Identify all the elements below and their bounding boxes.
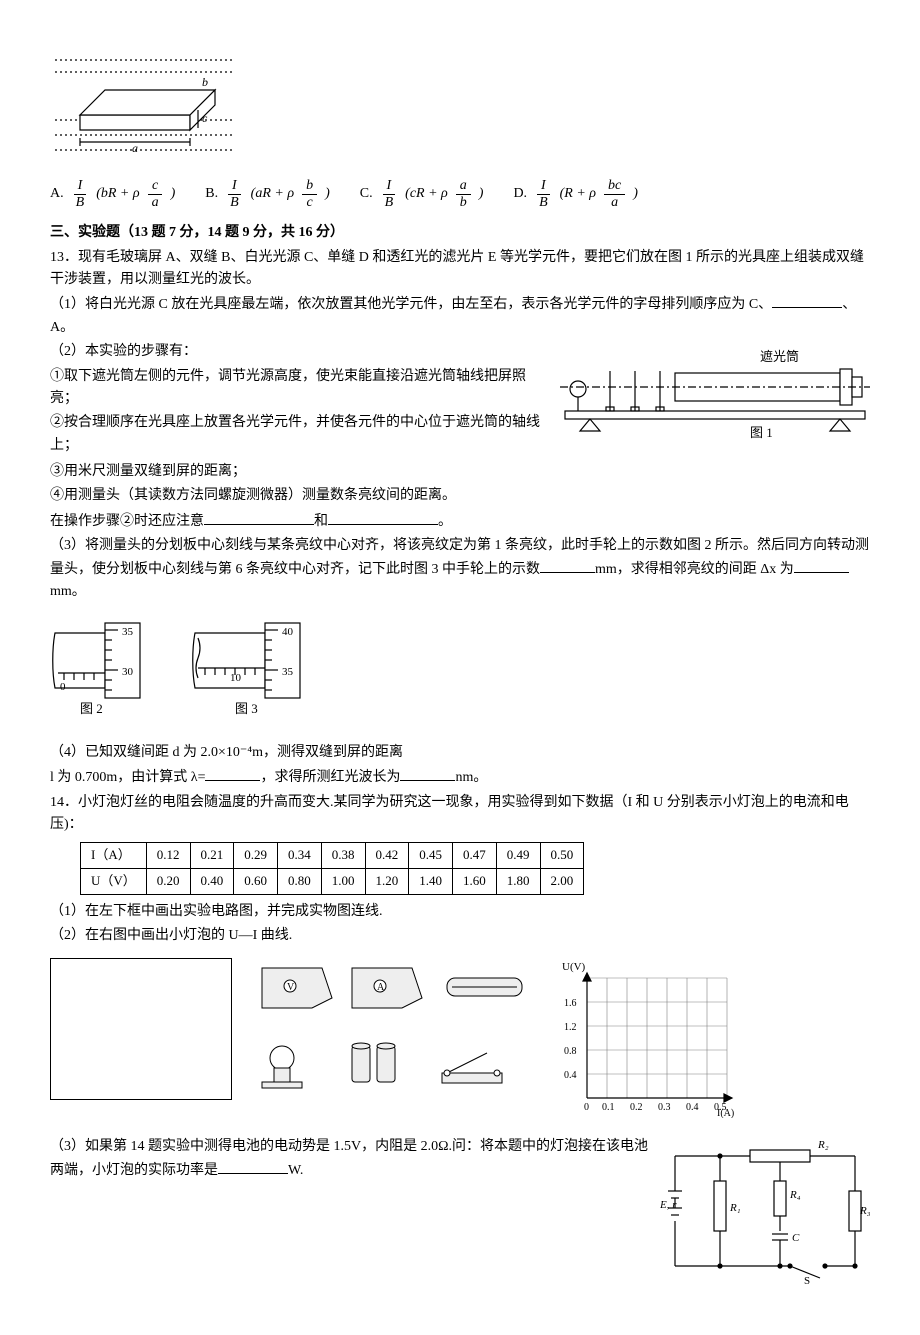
q14-data-table: I（A） 0.12 0.21 0.29 0.34 0.38 0.42 0.45 … xyxy=(80,842,584,895)
svg-text:1.2: 1.2 xyxy=(564,1022,577,1033)
dim-b-label: b xyxy=(202,75,208,89)
svg-text:0.4: 0.4 xyxy=(564,1070,577,1081)
svg-text:R₂: R₂ xyxy=(817,1139,829,1151)
blank-14-3 xyxy=(218,1159,288,1174)
option-d: D. IB (R + ρ bca ) xyxy=(513,178,637,210)
grid-ylabel: U(V) xyxy=(562,961,586,973)
q13-p1: （1）将白光光源 C 放在光具座最左端，依次放置其他光学元件，由左至右，表示各光… xyxy=(50,293,870,339)
option-b-label: B. xyxy=(205,183,218,205)
svg-text:35: 35 xyxy=(122,626,134,638)
fig1-tube-label: 遮光筒 xyxy=(760,349,799,364)
svg-text:0.1: 0.1 xyxy=(602,1102,615,1113)
svg-text:0.3: 0.3 xyxy=(658,1102,671,1113)
ui-grid-chart: U(V) 0.4 0.8 1.2 1.6 0 0.1 0.2 xyxy=(552,958,742,1126)
q14-intro: 14．小灯泡灯丝的电阻会随温度的升高而变大.某同学为研究这一现象，用实验得到如下… xyxy=(50,792,870,837)
blank-13-3a xyxy=(540,558,595,573)
table-row-i: I（A） 0.12 0.21 0.29 0.34 0.38 0.42 0.45 … xyxy=(81,843,584,869)
q13-p4b: l 为 0.700m，由计算式 λ=，求得所测红光波长为nm。 xyxy=(50,766,870,789)
circuit-schematic: E, r R₁ R₂ R₃ R₄ C S xyxy=(660,1136,870,1294)
svg-text:40: 40 xyxy=(282,626,294,638)
figure-1: 遮光筒 图 1 xyxy=(560,341,870,449)
section-3-heading: 三、实验题（13 题 7 分，14 题 9 分，共 16 分） xyxy=(50,222,870,244)
blank-13-3b xyxy=(794,558,849,573)
svg-text:R₁: R₁ xyxy=(729,1202,741,1214)
svg-text:0.8: 0.8 xyxy=(564,1046,577,1057)
dim-c-label: c xyxy=(202,111,208,125)
q13-s4: ④用测量头（其读数方法同螺旋测微器）测量数条亮纹间的距离。 xyxy=(50,485,870,507)
option-c: C. IB (cR + ρ ab ) xyxy=(360,178,484,210)
fig2-caption: 图 2 xyxy=(80,701,103,716)
blank-13-4a xyxy=(205,766,260,781)
q14-p1: （1）在左下框中画出实验电路图，并完成实物图连线. xyxy=(50,901,870,923)
option-c-label: C. xyxy=(360,183,373,205)
option-d-label: D. xyxy=(513,183,527,205)
circuit-drawing-box xyxy=(50,958,232,1100)
grid-xlabel: I(A) xyxy=(717,1108,734,1118)
svg-text:A: A xyxy=(377,982,385,993)
option-b: B. IB (aR + ρ bc ) xyxy=(205,178,329,210)
q13-step2-note: 在操作步骤②时还应注意和。 xyxy=(50,510,870,533)
svg-text:0: 0 xyxy=(60,681,66,693)
row-u-label: U（V） xyxy=(81,869,147,895)
q13-s3: ③用米尺测量双缝到屏的距离； xyxy=(50,461,870,483)
blank-13-2b xyxy=(328,510,438,525)
micrometer-figures: 35 30 0 图 2 xyxy=(50,618,870,726)
figure-3: 40 35 10 图 3 xyxy=(190,618,310,726)
svg-text:E, r: E, r xyxy=(660,1199,677,1211)
svg-text:R₄: R₄ xyxy=(789,1189,801,1201)
q12-options: A. IB (bR + ρ ca ) B. IB (aR + ρ bc ) C.… xyxy=(50,178,870,210)
svg-text:35: 35 xyxy=(282,666,294,678)
q14-figure-row: V A xyxy=(50,958,870,1126)
option-a: A. IB (bR + ρ ca ) xyxy=(50,178,175,210)
fig3-caption: 图 3 xyxy=(235,701,258,716)
figure-2: 35 30 0 图 2 xyxy=(50,618,150,726)
row-i-label: I（A） xyxy=(81,843,147,869)
svg-text:10: 10 xyxy=(230,672,242,684)
svg-text:S: S xyxy=(804,1275,810,1286)
q13-p4a: （4）已知双缝间距 d 为 2.0×10⁻⁴m，测得双缝到屏的距离 xyxy=(50,742,870,764)
svg-text:0: 0 xyxy=(584,1102,589,1113)
svg-text:30: 30 xyxy=(122,666,134,678)
q14-p2: （2）在右图中画出小灯泡的 U—I 曲线. xyxy=(50,925,870,947)
dim-a-label: a xyxy=(132,141,138,155)
blank-13-4b xyxy=(400,766,455,781)
svg-text:C: C xyxy=(792,1232,800,1244)
svg-text:V: V xyxy=(287,982,295,993)
fig1-caption: 图 1 xyxy=(750,425,773,440)
q12-block-diagram: a b c xyxy=(50,50,870,168)
option-a-label: A. xyxy=(50,183,64,205)
q13-intro: 13．现有毛玻璃屏 A、双缝 B、白光光源 C、单缝 D 和透红光的滤光片 E … xyxy=(50,247,870,292)
svg-text:0.2: 0.2 xyxy=(630,1102,643,1113)
table-row-u: U（V） 0.20 0.40 0.60 0.80 1.00 1.20 1.40 … xyxy=(81,869,584,895)
svg-text:0.4: 0.4 xyxy=(686,1102,699,1113)
q13-p3: （3）将测量头的分划板中心刻线与某条亮纹中心对齐，将该亮纹定为第 1 条亮纹，此… xyxy=(50,535,870,603)
svg-text:1.6: 1.6 xyxy=(564,998,577,1009)
blank-13-2a xyxy=(204,510,314,525)
blank-13-1 xyxy=(772,293,842,308)
apparatus-sketch: V A xyxy=(252,958,532,1116)
svg-text:R₃: R₃ xyxy=(859,1205,870,1217)
